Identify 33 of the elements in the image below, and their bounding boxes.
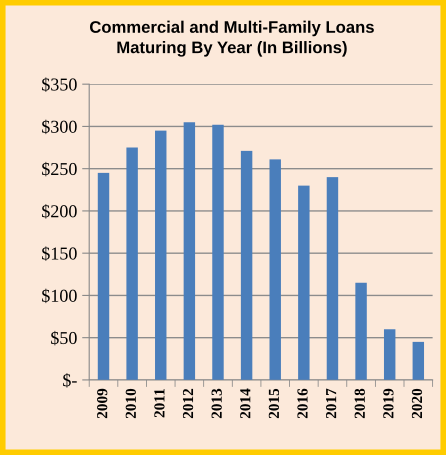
y-tick-label: $50 xyxy=(51,330,77,346)
x-tick-label: 2018 xyxy=(354,388,365,418)
y-tick-label: $250 xyxy=(42,162,77,176)
x-tick-label: 2015 xyxy=(268,388,280,418)
bar xyxy=(412,342,424,380)
x-tick-label: 2020 xyxy=(412,388,422,418)
x-tick-label: 2012 xyxy=(182,388,194,418)
bar xyxy=(326,177,338,380)
y-tick-label: $350 xyxy=(42,77,77,92)
y-tick-label: $100 xyxy=(42,288,77,304)
chart-title: Commercial and Multi-Family Loans Maturing By Year (In Billions) xyxy=(90,20,374,57)
x-tick-label: 2014 xyxy=(240,388,250,418)
bar xyxy=(240,150,252,380)
x-tick-label: 2010 xyxy=(126,388,136,418)
y-tick-label: $300 xyxy=(42,120,77,134)
bar xyxy=(355,282,367,380)
x-tick-label: 2011 xyxy=(154,389,165,418)
y-tick-label: $200 xyxy=(42,204,77,219)
bar xyxy=(126,148,138,380)
x-tick-label: 2016 xyxy=(297,388,308,418)
x-tick-label: 2017 xyxy=(326,388,336,418)
bar xyxy=(184,122,196,380)
bar xyxy=(212,124,224,380)
bar xyxy=(155,130,166,380)
y-tick-label: $- xyxy=(63,373,77,388)
x-tick-label: 2009 xyxy=(97,388,108,418)
bar xyxy=(269,159,281,380)
y-tick-label: $150 xyxy=(42,246,77,261)
x-tick-label: 2013 xyxy=(211,388,222,418)
bar xyxy=(98,172,110,380)
bar xyxy=(298,186,310,380)
bar xyxy=(384,329,396,380)
x-tick-label: 2019 xyxy=(383,388,394,418)
